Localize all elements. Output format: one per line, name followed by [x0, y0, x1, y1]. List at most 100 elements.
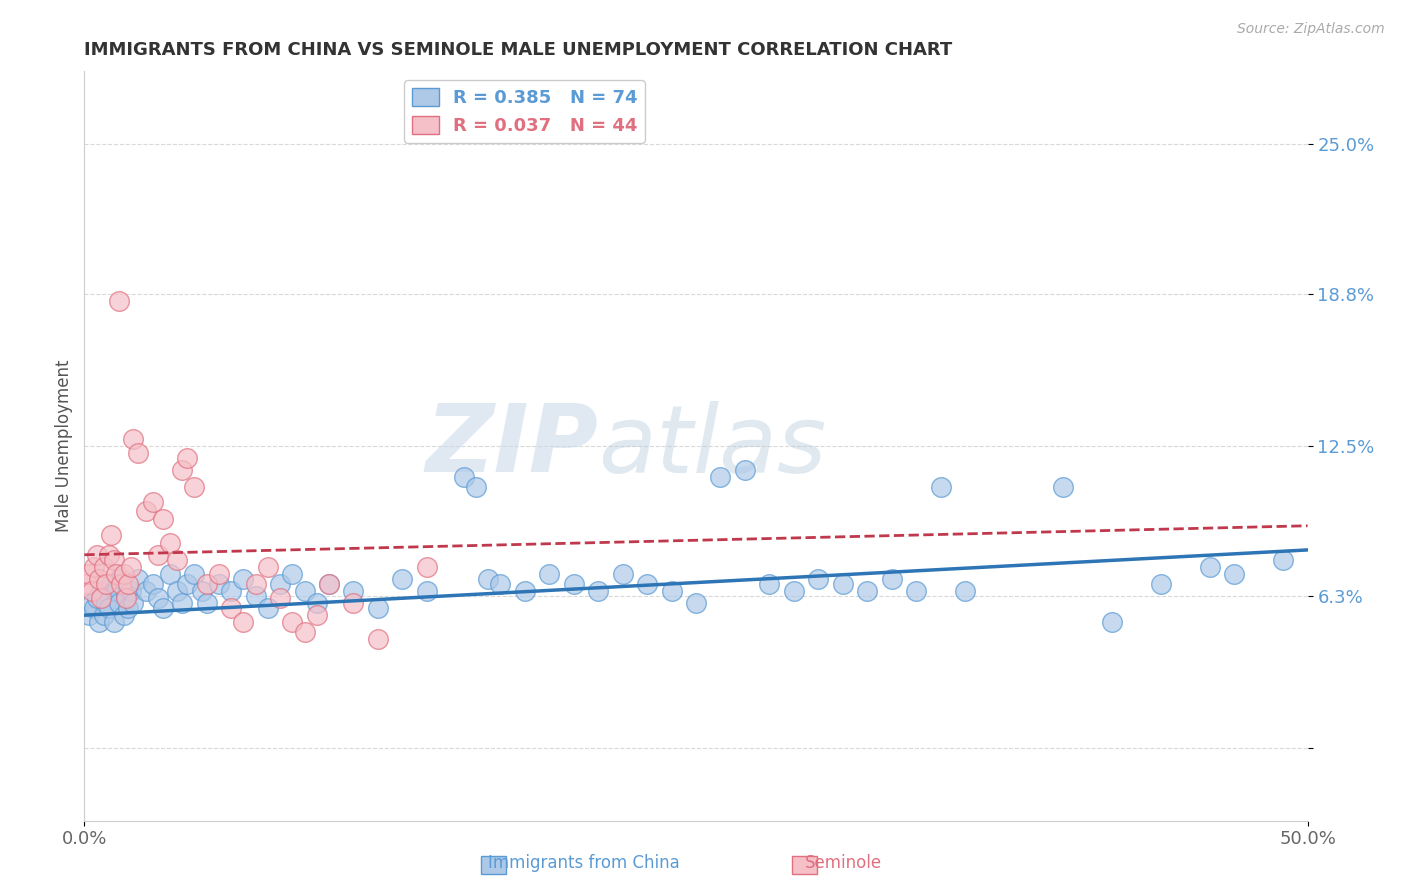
- Point: [110, 576, 132, 591]
- Point: [831, 576, 853, 591]
- FancyBboxPatch shape: [481, 856, 506, 874]
- Point: [135, 504, 157, 518]
- Point: [208, 576, 231, 591]
- Point: [127, 446, 149, 460]
- Point: [685, 596, 707, 610]
- Text: Immigrants from China: Immigrants from China: [488, 855, 679, 872]
- Point: [219, 601, 242, 615]
- Point: [110, 572, 132, 586]
- Point: [122, 596, 145, 610]
- Point: [294, 625, 316, 640]
- Point: [142, 576, 165, 591]
- Point: [281, 567, 304, 582]
- Text: Source: ZipAtlas.com: Source: ZipAtlas.com: [1237, 22, 1385, 37]
- Point: [183, 567, 205, 582]
- Point: [636, 576, 658, 591]
- Point: [416, 559, 439, 574]
- Text: Seminole: Seminole: [806, 855, 882, 872]
- Point: [477, 572, 499, 586]
- Point: [453, 470, 475, 484]
- Point: [103, 615, 125, 630]
- Text: ZIP: ZIP: [425, 400, 598, 492]
- Point: [661, 584, 683, 599]
- Point: [80, 596, 103, 610]
- Point: [107, 293, 129, 308]
- Point: [807, 572, 830, 586]
- Point: [1223, 567, 1246, 582]
- Point: [219, 584, 242, 599]
- Point: [257, 601, 280, 615]
- Point: [191, 584, 214, 599]
- Point: [107, 596, 129, 610]
- Point: [318, 576, 340, 591]
- Point: [120, 584, 142, 599]
- Point: [734, 463, 756, 477]
- Point: [90, 591, 112, 606]
- Point: [93, 608, 115, 623]
- Point: [245, 576, 267, 591]
- Point: [232, 615, 254, 630]
- Point: [489, 576, 512, 591]
- Point: [76, 576, 98, 591]
- Y-axis label: Male Unemployment: Male Unemployment: [55, 359, 73, 533]
- Point: [176, 451, 198, 466]
- Point: [391, 572, 413, 586]
- Point: [783, 584, 806, 599]
- Point: [96, 596, 118, 610]
- Point: [176, 576, 198, 591]
- Point: [416, 584, 439, 599]
- Point: [103, 552, 125, 566]
- Point: [195, 576, 218, 591]
- FancyBboxPatch shape: [792, 856, 817, 874]
- Point: [1198, 559, 1220, 574]
- Point: [538, 567, 561, 582]
- Point: [159, 567, 181, 582]
- Point: [208, 567, 231, 582]
- Point: [87, 572, 110, 586]
- Legend: R = 0.385   N = 74, R = 0.037   N = 44: R = 0.385 N = 74, R = 0.037 N = 44: [405, 80, 645, 143]
- Point: [146, 548, 169, 562]
- Point: [80, 584, 103, 599]
- Point: [1272, 552, 1295, 566]
- Point: [159, 535, 181, 549]
- Point: [318, 576, 340, 591]
- Point: [342, 584, 364, 599]
- Point: [86, 591, 108, 606]
- Point: [105, 584, 128, 599]
- Point: [586, 584, 609, 599]
- Point: [305, 596, 328, 610]
- Point: [86, 548, 108, 562]
- Point: [146, 591, 169, 606]
- Point: [93, 559, 115, 574]
- Point: [112, 608, 135, 623]
- Point: [232, 572, 254, 586]
- Point: [464, 480, 486, 494]
- Point: [305, 608, 328, 623]
- Point: [342, 596, 364, 610]
- Point: [1150, 576, 1173, 591]
- Point: [152, 511, 174, 525]
- Point: [1052, 480, 1074, 494]
- Point: [367, 632, 389, 647]
- Point: [122, 432, 145, 446]
- Point: [929, 480, 952, 494]
- Point: [513, 584, 536, 599]
- Point: [83, 559, 105, 574]
- Point: [880, 572, 903, 586]
- Point: [612, 567, 634, 582]
- Point: [269, 576, 291, 591]
- Point: [562, 576, 585, 591]
- Point: [97, 548, 120, 562]
- Point: [257, 559, 280, 574]
- Point: [281, 615, 304, 630]
- Point: [120, 559, 142, 574]
- Point: [117, 576, 139, 591]
- Point: [127, 572, 149, 586]
- Point: [117, 601, 139, 615]
- Point: [77, 567, 100, 582]
- Point: [245, 589, 267, 603]
- Point: [856, 584, 879, 599]
- Point: [166, 552, 188, 566]
- Point: [709, 470, 731, 484]
- Point: [195, 596, 218, 610]
